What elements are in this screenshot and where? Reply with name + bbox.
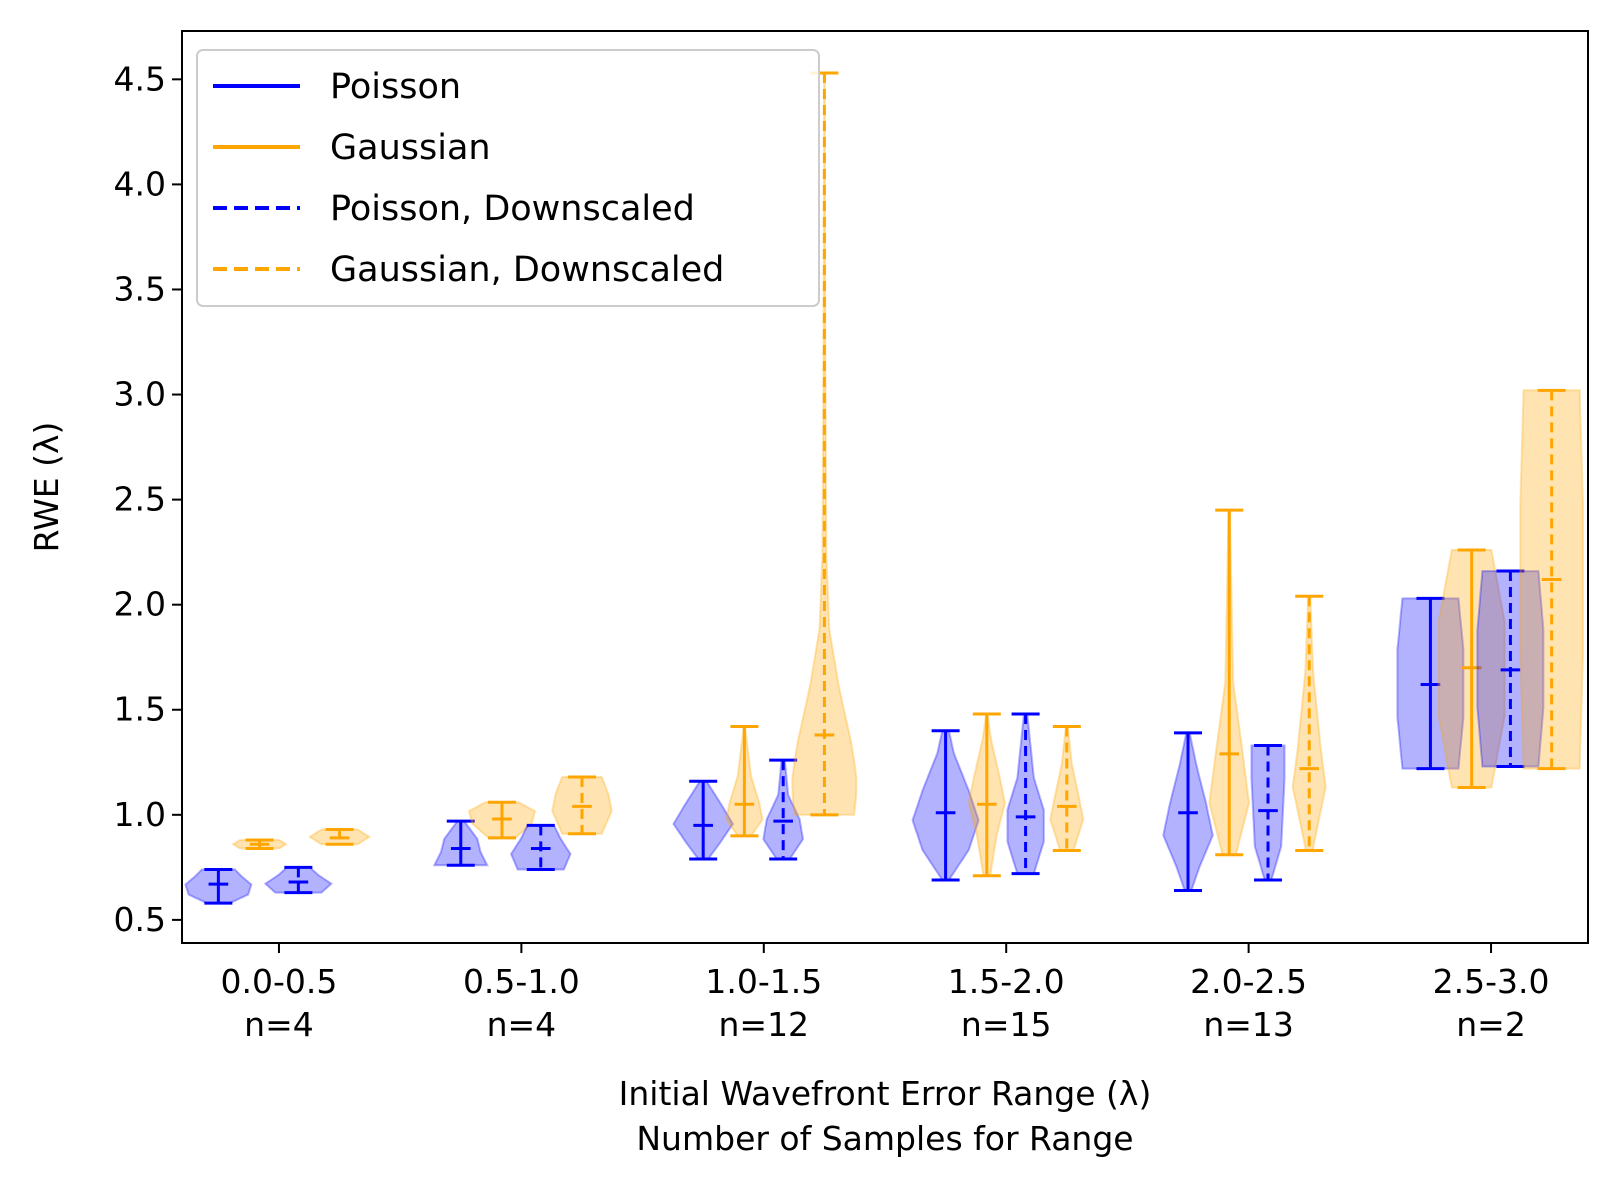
violin-group	[263, 865, 334, 895]
violin-group	[308, 828, 372, 846]
violin-group	[1437, 548, 1506, 789]
violin-group	[1208, 508, 1251, 857]
legend-label-poisson: Poisson	[330, 67, 461, 107]
x-tick-label-range: 2.5-3.0	[1433, 962, 1550, 1001]
x-tick-label-range: 0.5-1.0	[463, 962, 580, 1001]
y-tick-label: 3.5	[114, 269, 166, 308]
violin-group	[1250, 743, 1286, 882]
violin-group	[1396, 596, 1465, 771]
y-tick-label: 3.0	[114, 375, 166, 414]
violin-group	[791, 71, 858, 817]
x-tick-label-range: 1.5-2.0	[948, 962, 1065, 1001]
legend-label-gaussian: Gaussian	[330, 128, 491, 168]
y-tick-label: 1.5	[114, 690, 166, 729]
violin-group	[1006, 712, 1045, 876]
x-tick-label-count: n=4	[487, 1005, 557, 1044]
x-axis-subtitle: Number of Samples for Range	[636, 1119, 1133, 1158]
violin-group	[551, 775, 613, 836]
x-tick-label-count: n=12	[719, 1005, 810, 1044]
legend-frame	[196, 49, 820, 307]
violin-group	[1519, 388, 1584, 771]
y-tick-label: 1.0	[114, 795, 166, 834]
x-axis-title: Initial Wavefront Error Range (λ)	[619, 1074, 1152, 1113]
violin-group	[1291, 594, 1327, 853]
x-tick-label-range: 2.0-2.5	[1190, 962, 1307, 1001]
x-tick-label-range: 0.0-0.5	[221, 962, 338, 1001]
violin-group	[725, 725, 764, 838]
violin-group	[1476, 569, 1545, 768]
axes-frame	[181, 30, 1589, 944]
y-tick-label: 2.5	[114, 480, 166, 519]
y-tick-label: 2.0	[114, 585, 166, 624]
violin-group	[432, 819, 489, 867]
y-tick-label: 0.5	[114, 900, 166, 939]
x-tick-label-count: n=4	[244, 1005, 314, 1044]
violin-group	[184, 867, 253, 905]
legend-label-poisson-downscaled: Poisson, Downscaled	[330, 189, 695, 229]
y-tick-label: 4.5	[114, 59, 166, 98]
y-axis-title: RWE (λ)	[27, 422, 66, 553]
legend: Poisson Gaussian Poisson, Downscaled Gau…	[196, 49, 820, 307]
y-tick-label: 4.0	[114, 164, 166, 203]
violin-group	[231, 838, 289, 850]
x-tick-label-count: n=2	[1456, 1005, 1526, 1044]
violin-group	[672, 779, 735, 861]
violin-group	[911, 729, 980, 882]
axes: 0.5 1.0 1.5 2.0 2.5 3.0 3.5 4.0 4.5 0.0-0.5 n=4 0.5…	[114, 30, 1589, 1044]
violin-group	[1162, 731, 1214, 892]
plot-area	[184, 71, 1584, 905]
violin-group	[1049, 725, 1085, 853]
violin-group	[762, 758, 805, 861]
violin-group	[509, 823, 572, 871]
x-tick-label-count: n=13	[1203, 1005, 1294, 1044]
x-tick-label-count: n=15	[961, 1005, 1052, 1044]
violin-group	[967, 712, 1007, 878]
x-tick-label-range: 1.0-1.5	[705, 962, 822, 1001]
legend-label-gaussian-downscaled: Gaussian, Downscaled	[330, 250, 724, 290]
